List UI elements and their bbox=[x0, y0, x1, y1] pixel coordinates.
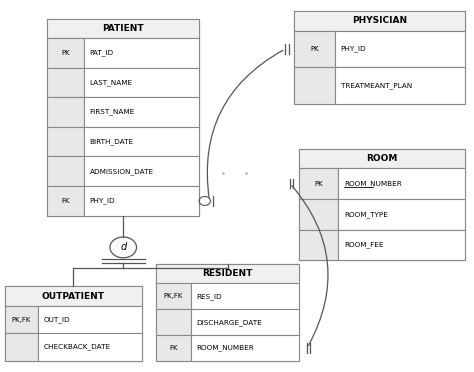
Text: PHY_ID: PHY_ID bbox=[340, 45, 366, 52]
Text: OUT_ID: OUT_ID bbox=[44, 316, 70, 323]
Bar bbox=[156, 264, 299, 283]
Bar bbox=[294, 11, 465, 104]
Text: ADMISSION_DATE: ADMISSION_DATE bbox=[90, 168, 154, 175]
Bar bbox=[47, 97, 84, 127]
Text: FIRST_NAME: FIRST_NAME bbox=[90, 109, 135, 115]
Text: TREATMEANT_PLAN: TREATMEANT_PLAN bbox=[340, 82, 412, 89]
Bar bbox=[156, 309, 191, 335]
Text: PK,FK: PK,FK bbox=[11, 317, 31, 323]
Bar bbox=[47, 19, 199, 38]
Bar bbox=[335, 67, 465, 104]
Text: PK: PK bbox=[61, 50, 70, 56]
Text: OUTPATIENT: OUTPATIENT bbox=[42, 292, 105, 301]
Bar bbox=[5, 306, 38, 333]
Bar bbox=[191, 309, 299, 335]
Bar bbox=[191, 335, 299, 361]
Bar bbox=[47, 19, 199, 216]
Bar bbox=[299, 168, 338, 199]
Bar bbox=[156, 283, 191, 309]
Bar bbox=[299, 149, 465, 168]
Bar bbox=[338, 168, 465, 199]
Bar bbox=[335, 31, 465, 67]
Bar bbox=[84, 97, 199, 127]
Text: LAST_NAME: LAST_NAME bbox=[90, 79, 133, 86]
Text: DISCHARGE_DATE: DISCHARGE_DATE bbox=[196, 319, 262, 326]
Bar bbox=[47, 68, 84, 97]
Bar bbox=[294, 67, 335, 104]
Text: PHY_ID: PHY_ID bbox=[90, 198, 115, 204]
Text: PATIENT: PATIENT bbox=[102, 24, 144, 33]
Bar bbox=[299, 230, 338, 260]
Text: FK: FK bbox=[61, 198, 70, 204]
Text: PHYSICIAN: PHYSICIAN bbox=[352, 16, 407, 25]
Bar bbox=[294, 11, 465, 31]
Bar bbox=[84, 68, 199, 97]
Bar bbox=[47, 186, 84, 216]
Bar bbox=[38, 333, 142, 361]
Text: ROOM_NUMBER: ROOM_NUMBER bbox=[344, 180, 402, 187]
Text: RESIDENT: RESIDENT bbox=[202, 269, 253, 278]
Bar bbox=[84, 186, 199, 216]
Bar bbox=[84, 157, 199, 186]
Bar bbox=[47, 127, 84, 157]
Text: ROOM_NUMBER: ROOM_NUMBER bbox=[196, 344, 254, 351]
Text: FK: FK bbox=[169, 345, 178, 351]
Text: ROOM_FEE: ROOM_FEE bbox=[344, 242, 383, 248]
Text: PK: PK bbox=[314, 180, 323, 186]
Text: ROOM: ROOM bbox=[366, 154, 397, 163]
Bar bbox=[338, 199, 465, 230]
Text: CHECKBACK_DATE: CHECKBACK_DATE bbox=[44, 344, 110, 350]
Bar bbox=[5, 286, 142, 306]
Text: PK,FK: PK,FK bbox=[164, 294, 183, 299]
Bar bbox=[156, 335, 191, 361]
Text: PAT_ID: PAT_ID bbox=[90, 49, 114, 56]
Text: d: d bbox=[120, 242, 127, 252]
Bar bbox=[338, 230, 465, 260]
Bar bbox=[299, 149, 465, 260]
Text: ROOM_TYPE: ROOM_TYPE bbox=[344, 211, 388, 218]
Bar bbox=[84, 127, 199, 157]
Bar bbox=[5, 333, 38, 361]
Bar bbox=[5, 286, 142, 361]
Bar bbox=[191, 283, 299, 309]
Bar bbox=[47, 157, 84, 186]
Bar bbox=[47, 38, 84, 68]
Text: PK: PK bbox=[310, 46, 319, 52]
Text: BIRTH_DATE: BIRTH_DATE bbox=[90, 138, 134, 145]
Text: RES_ID: RES_ID bbox=[196, 293, 222, 300]
Bar bbox=[84, 38, 199, 68]
Bar bbox=[38, 306, 142, 333]
Bar bbox=[299, 199, 338, 230]
Bar bbox=[156, 264, 299, 361]
Bar bbox=[294, 31, 335, 67]
